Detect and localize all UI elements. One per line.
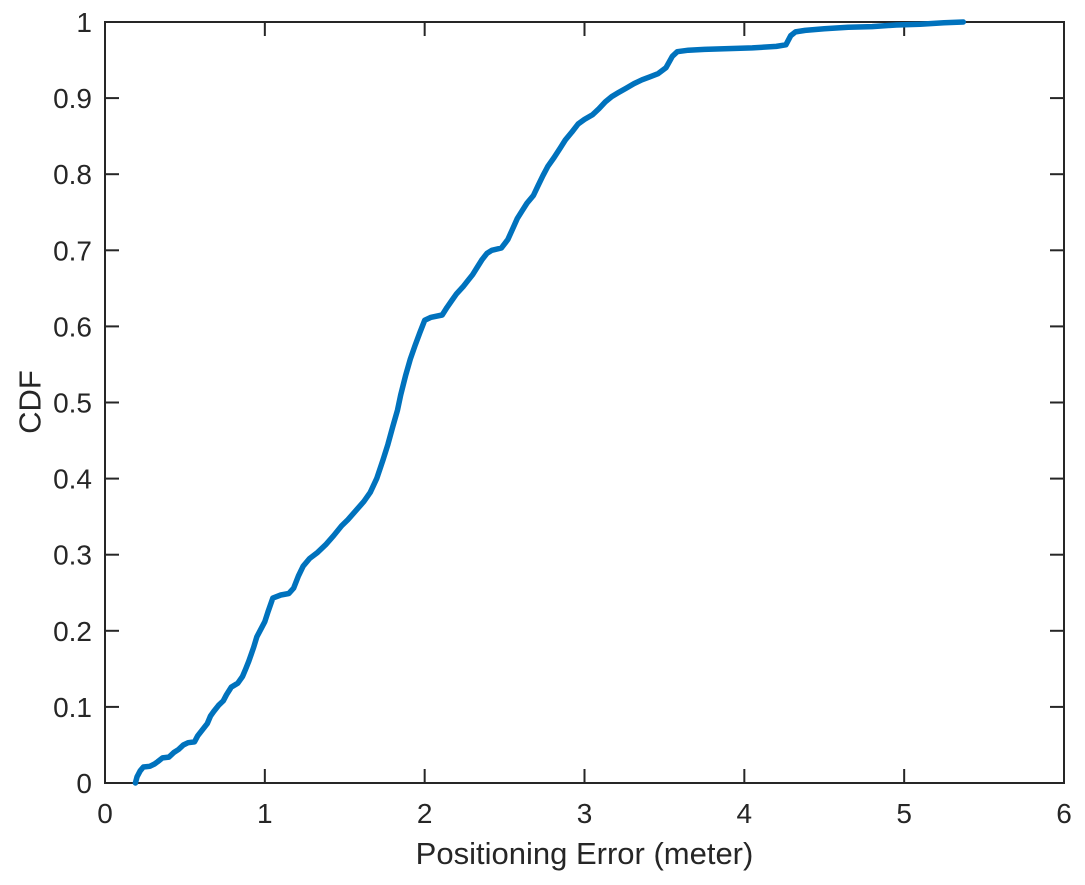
x-tick-label: 6	[1056, 798, 1072, 829]
y-axis-label: CDF	[12, 370, 48, 434]
y-tick-label: 0.5	[53, 388, 92, 419]
plot-box	[104, 21, 1065, 784]
x-tick-label: 0	[97, 798, 113, 829]
x-tick-label: 4	[737, 798, 753, 829]
x-tick-label: 1	[257, 798, 273, 829]
x-axis-label: Positioning Error (meter)	[415, 836, 754, 871]
x-tick-label: 5	[896, 798, 912, 829]
x-tick-label: 2	[417, 798, 433, 829]
y-tick-label: 0.8	[53, 159, 92, 190]
y-tick-label: 0	[76, 768, 92, 799]
y-tick-label: 0.2	[53, 616, 92, 647]
y-tick-label: 0.1	[53, 692, 92, 723]
y-tick-label: 0.3	[53, 540, 92, 571]
x-tick-label: 3	[577, 798, 593, 829]
y-tick-label: 0.4	[53, 464, 92, 495]
y-tick-label: 0.7	[53, 235, 92, 266]
y-tick-label: 0.9	[53, 83, 92, 114]
cdf-curve	[132, 19, 967, 786]
y-tick-label: 0.6	[53, 311, 92, 342]
y-tick-label: 1	[76, 7, 92, 38]
